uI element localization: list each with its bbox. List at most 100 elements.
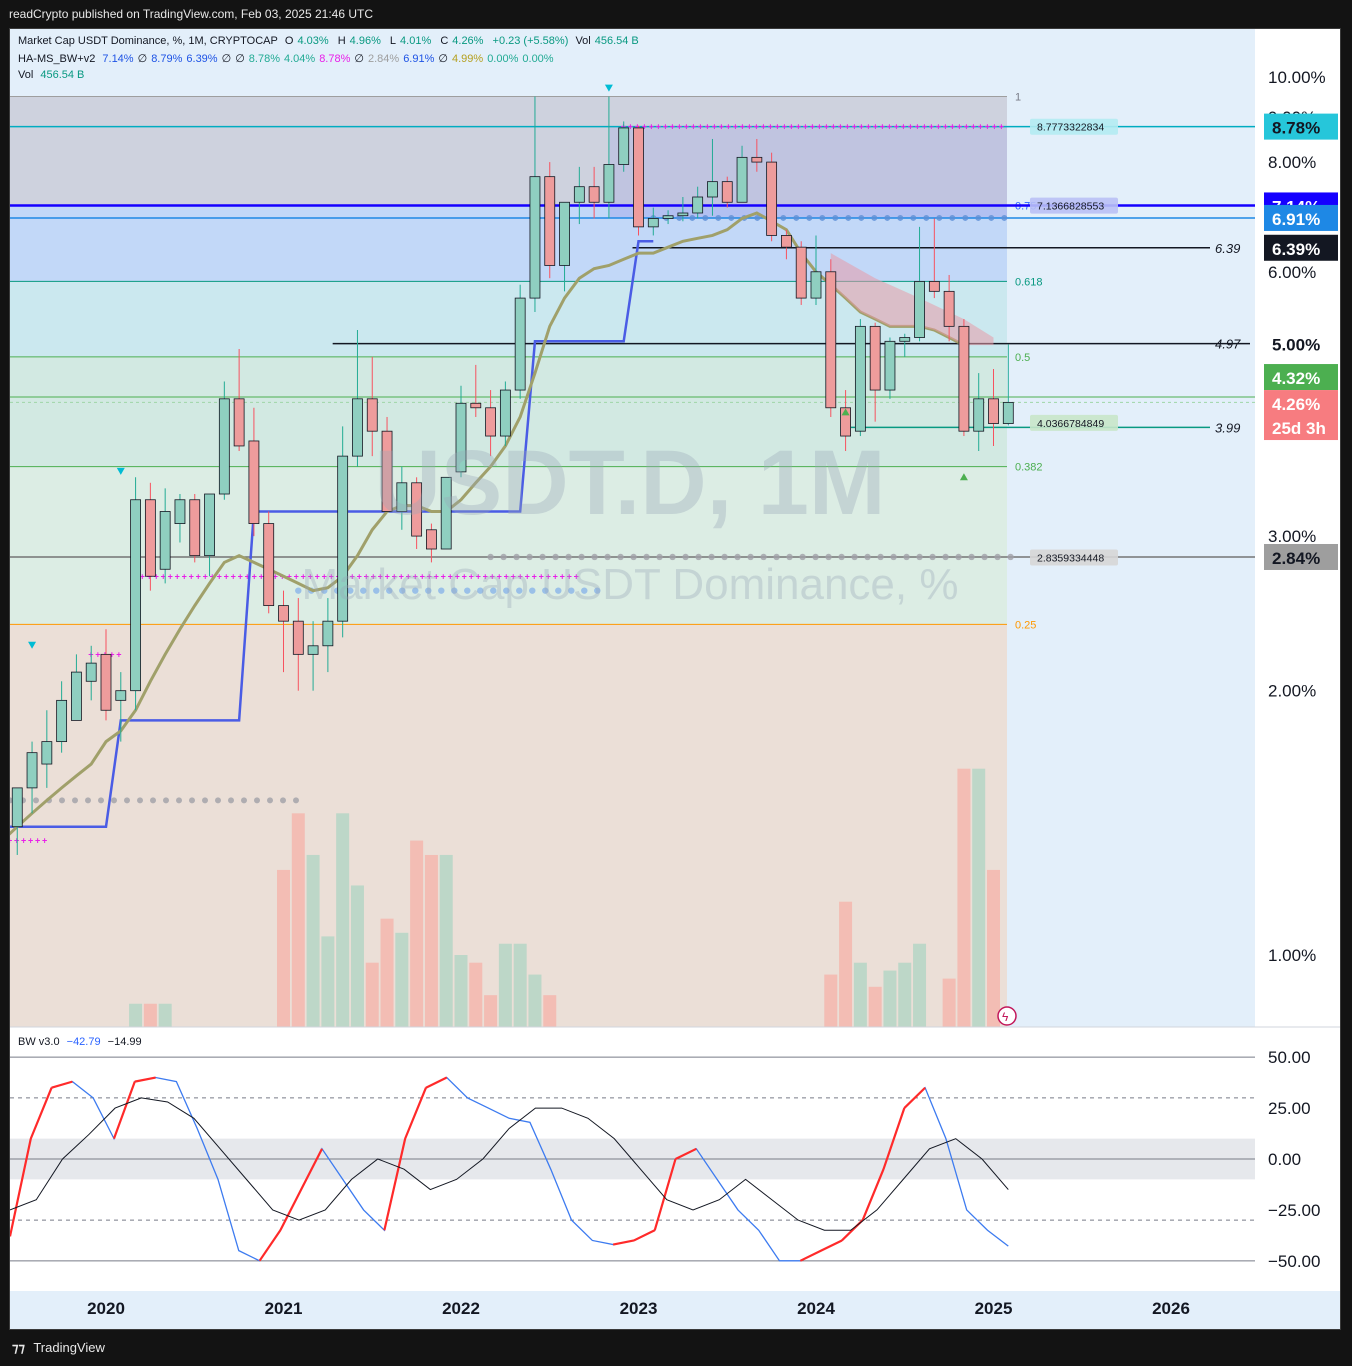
candle-body (810, 271, 822, 299)
candle-body (307, 645, 319, 655)
volume-bar (306, 854, 320, 1027)
cross-line-2-20: + (109, 649, 114, 659)
candle-body (736, 156, 748, 203)
cross-line-8-78: + (747, 122, 752, 132)
osc-red-line (10, 1076, 926, 1262)
candle-body (426, 529, 437, 550)
volume-title: Vol (18, 69, 34, 81)
cross-line-2-70: + (140, 571, 145, 581)
italic-level-label: 3.99 (1215, 420, 1240, 435)
cross-line-8-78: + (782, 122, 787, 132)
fib-zone (10, 96, 1007, 206)
volume-value: 456.54 B (594, 35, 639, 47)
cross-line-2-70: + (385, 571, 390, 581)
cross-line-8-78: + (845, 122, 850, 132)
cross-line-8-78: + (810, 122, 815, 132)
cross-line-8-78: + (929, 122, 934, 132)
cross-line-2-70: + (364, 571, 369, 581)
volume-bar (868, 986, 882, 1027)
volume-bar (350, 885, 364, 1027)
cross-line-8-78: + (649, 122, 654, 132)
cross-line-8-78: + (733, 122, 738, 132)
candle-body (707, 181, 718, 198)
volume-bar (469, 962, 483, 1027)
candle-body (411, 482, 423, 537)
candle-body (677, 212, 689, 217)
price-tick: 1.00% (1268, 946, 1316, 965)
cross-line-2-70: + (420, 571, 425, 581)
cross-line-8-78: + (985, 122, 990, 132)
candle-body (854, 325, 866, 432)
cross-line-8-78: + (824, 122, 829, 132)
dot-2-84 (760, 553, 767, 561)
candle-body (751, 156, 763, 163)
signal-arrow-icon (116, 467, 125, 475)
cross-line-8-78: + (761, 122, 766, 132)
volume-bar (424, 854, 438, 1027)
price-badge: 2.84% (1264, 543, 1338, 570)
cross-line-2-70: + (189, 571, 194, 581)
cross-line-2-70: + (525, 571, 530, 581)
dot-1-50 (215, 797, 221, 804)
cross-line-1-35: + (14, 836, 19, 846)
dot-1-50 (98, 797, 104, 804)
volume-bar (291, 813, 305, 1027)
time-tick: 2021 (265, 1299, 303, 1318)
cross-line-1-35: + (42, 836, 47, 846)
time-tick: 2023 (620, 1299, 658, 1318)
price-tick: 3.00% (1268, 527, 1316, 546)
watermark-name: Market Cap USDT Dominance, % (302, 560, 959, 609)
dot-1-50 (111, 797, 117, 804)
cross-line-2-70: + (378, 571, 383, 581)
dot-2-84 (487, 553, 494, 561)
dot-1-50 (163, 797, 169, 804)
dot-2-60 (373, 587, 380, 594)
time-axis-background (10, 1291, 1340, 1329)
candle-body (795, 246, 807, 299)
time-tick: 2026 (1152, 1299, 1190, 1318)
volume-legend[interactable]: Vol 456.54 B (18, 69, 88, 81)
dot-2-84 (617, 553, 624, 561)
cross-line-2-70: + (350, 571, 355, 581)
cross-line-8-78: + (915, 122, 920, 132)
dot-1-50 (228, 797, 234, 804)
cross-line-2-70: + (441, 571, 446, 581)
candle-body (573, 186, 585, 203)
volume-bar (439, 854, 453, 1027)
cross-line-2-70: + (210, 571, 215, 581)
indicator-value: 6.39% (186, 53, 218, 65)
dot-6-91 (884, 214, 891, 221)
candle-body (218, 398, 230, 495)
dot-6-91 (871, 214, 878, 221)
cross-line-8-78: + (670, 122, 675, 132)
candle-body (559, 201, 570, 266)
cross-line-2-20: + (116, 649, 121, 659)
dot-2-84 (929, 553, 936, 561)
level-tag: 4.0366784849 (1037, 418, 1104, 430)
candle-body (322, 620, 334, 647)
dot-6-91 (897, 214, 904, 221)
candle-body (544, 176, 556, 266)
candle-body (692, 196, 704, 214)
dot-2-84 (604, 553, 611, 561)
cross-line-2-70: + (224, 571, 229, 581)
volume-bar (513, 943, 527, 1027)
dot-6-91 (988, 214, 995, 221)
dot-2-60 (490, 587, 497, 594)
dot-2-84 (591, 553, 598, 561)
dot-6-91 (962, 214, 969, 221)
cross-line-8-78: + (768, 122, 773, 132)
volume-bar (942, 978, 956, 1027)
dot-6-91 (845, 214, 852, 221)
volume-bar (321, 936, 335, 1027)
price-badge-bg (1264, 543, 1338, 570)
oscillator-legend[interactable]: BW v3.0 −42.79 −14.99 (18, 1036, 146, 1048)
indicator-legend[interactable]: HA-MS_BW+v2 7.14% ∅ 8.79% 6.39% ∅ ∅ 8.78% 4.04%… (18, 52, 558, 65)
candle-body (943, 290, 955, 327)
cross-line-2-70: + (539, 571, 544, 581)
cross-line-2-70: + (392, 571, 397, 581)
dot-2-60 (451, 587, 458, 594)
dot-2-84 (630, 553, 637, 561)
main-series-legend[interactable]: Market Cap USDT Dominance, %, 1M, CRYPTO… (18, 35, 639, 47)
cross-line-8-78: + (838, 122, 843, 132)
